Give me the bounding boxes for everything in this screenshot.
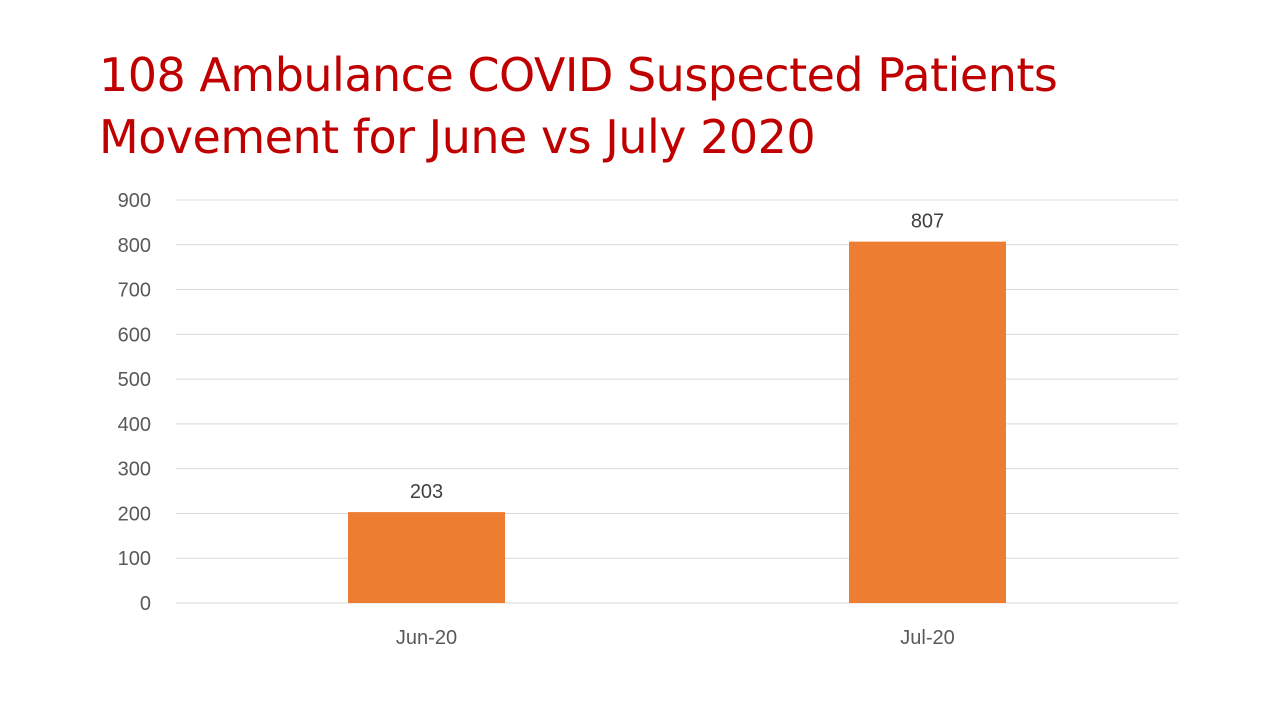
- y-tick-label: 800: [118, 235, 151, 257]
- y-tick-label: 300: [118, 459, 151, 481]
- y-tick-label: 500: [118, 369, 151, 391]
- data-label-jun-20: 203: [410, 481, 443, 503]
- y-tick-label: 100: [118, 548, 151, 570]
- bar-jun-20: [348, 512, 505, 603]
- x-category-label: Jul-20: [900, 627, 954, 649]
- slide-title-line-1: 108 Ambulance COVID Suspected Patients: [99, 48, 1058, 102]
- y-axis-ticks: 0 100 200 300 400 500 600 700 800 900: [118, 190, 151, 615]
- y-tick-label: 900: [118, 190, 151, 212]
- gridlines: [176, 199, 1178, 604]
- y-tick-label: 700: [118, 280, 151, 302]
- data-labels: 203 807: [410, 211, 944, 503]
- x-axis-categories: Jun-20 Jul-20: [396, 627, 955, 649]
- y-tick-label: 200: [118, 503, 151, 525]
- y-tick-label: 600: [118, 324, 151, 346]
- bars: [348, 241, 1006, 604]
- slide-title: 108 Ambulance COVID Suspected Patients M…: [99, 44, 1219, 168]
- bar-jul-20: [849, 241, 1006, 604]
- x-category-label: Jun-20: [396, 627, 457, 649]
- y-tick-label: 400: [118, 414, 151, 436]
- data-label-jul-20: 807: [911, 211, 944, 233]
- slide-title-line-2: Movement for June vs July 2020: [99, 110, 816, 164]
- y-tick-label: 0: [140, 593, 151, 615]
